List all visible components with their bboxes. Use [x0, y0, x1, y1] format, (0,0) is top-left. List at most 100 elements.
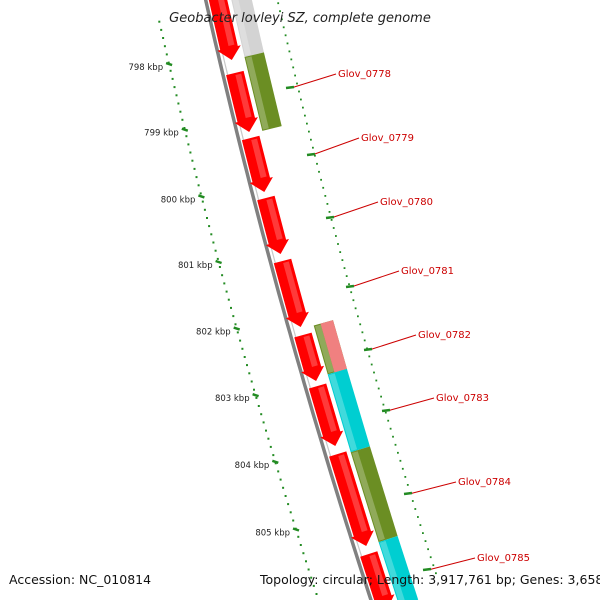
ruler-dot [218, 266, 221, 268]
ruler-dot [225, 290, 228, 293]
feature-block-highlight [232, 0, 251, 56]
feature-block-highlight [379, 540, 405, 600]
ruler-tick-label: 802 kbp [196, 328, 231, 338]
guide-dot [429, 556, 432, 559]
guide-dot [377, 387, 380, 390]
guide-dot [286, 42, 289, 45]
guide-dot [320, 178, 322, 181]
feature-grey-block [231, 0, 264, 57]
cds-arrow-highlight [303, 335, 318, 367]
guide-dot [417, 516, 419, 518]
gene-position-tick [422, 567, 432, 572]
ruler-dot [193, 167, 196, 170]
guide-dot [277, 2, 280, 5]
gene-label: Glov_0782 [418, 330, 471, 341]
ruler-dot [241, 347, 244, 350]
gene-label: Glov_0785 [477, 553, 530, 564]
guide-dot [380, 395, 382, 398]
ruler-dot [284, 495, 287, 497]
guide-dot [322, 186, 325, 189]
gene-position-tick [325, 215, 335, 220]
guide-dot [427, 548, 429, 551]
guide-dot [296, 82, 298, 85]
guide-dot [341, 259, 344, 261]
ruler-dot [250, 380, 253, 383]
guide-dot [350, 291, 353, 294]
cds-arrow-highlight [369, 554, 388, 596]
guide-dot [324, 195, 327, 197]
feature-block-highlight [245, 56, 269, 130]
ruler-tick-label: 800 kbp [161, 195, 196, 205]
guide-dot [314, 154, 316, 157]
feature-cyan-block [378, 536, 419, 600]
guide-dot [290, 58, 293, 61]
guide-dot [348, 283, 350, 286]
cds-arrow-highlight [338, 454, 368, 532]
ruler-dot [167, 61, 170, 64]
guide-dot [387, 419, 390, 422]
ruler-dot [315, 593, 318, 595]
ruler-tick [271, 459, 279, 464]
gene-leader-line [427, 557, 476, 571]
gene-label: Glov_0784 [458, 477, 511, 488]
ruler-dot [223, 282, 226, 285]
ruler-tick-label: 803 kbp [215, 394, 250, 404]
guide-dot [394, 443, 397, 446]
ruler-dot [299, 544, 302, 546]
ruler-dot [302, 552, 305, 555]
gene-position-tick [345, 284, 355, 289]
ruler-dot [234, 323, 237, 326]
ruler-dot [201, 200, 204, 203]
ruler-dot [265, 429, 267, 432]
ruler-dot [208, 225, 211, 228]
guide-dot [435, 572, 437, 575]
feature-track [231, 0, 419, 600]
ruler-dot [230, 306, 232, 309]
ruler-dot [158, 20, 161, 23]
guide-dot [332, 227, 335, 229]
backbone-line [203, 0, 373, 600]
ruler-dot [260, 413, 263, 416]
guide-dot [330, 219, 333, 221]
ruler: 798 kbp 799 kbp 800 kbp 801 kbp 802 kbp 803 k… [128, 2, 437, 595]
guide-dot [282, 26, 285, 29]
cds-arrow-highlight [235, 73, 252, 118]
guide-dot [361, 331, 364, 334]
ruler-dot [160, 28, 163, 31]
ruler-dot [169, 69, 172, 72]
ruler-dot [206, 217, 208, 219]
ruler-tick-label: 804 kbp [235, 461, 270, 471]
guide-dot [310, 138, 312, 141]
gene-label: Glov_0783 [436, 393, 489, 404]
guide-dot [370, 363, 373, 366]
cds-arrow [208, 0, 241, 60]
guide-dot [354, 307, 357, 310]
guide-dot [422, 532, 424, 534]
cds-arrow-highlight [318, 386, 337, 432]
ruler-dot [195, 176, 198, 179]
ruler-dot [239, 339, 242, 342]
guide-dot [404, 476, 407, 478]
feature-block-highlight [352, 451, 385, 541]
ruler-tick [165, 61, 173, 67]
guide-dot [382, 403, 385, 406]
guide-dot [292, 66, 295, 69]
ruler-dot [287, 503, 290, 506]
ruler-dot [187, 143, 190, 146]
guide-dot [335, 235, 337, 237]
ruler-tick-label: 801 kbp [178, 261, 213, 271]
ruler-dot [289, 511, 292, 514]
feature-block-highlight [315, 324, 335, 374]
ruler-dot [181, 118, 184, 121]
guide-dot [308, 130, 310, 133]
ruler-dot [203, 208, 206, 211]
guide-dot [392, 435, 394, 438]
guide-dot [414, 508, 417, 510]
ruler-dot [185, 135, 188, 138]
gene-leader-line [368, 334, 417, 351]
ruler-dot [189, 151, 192, 154]
ruler-dot [197, 184, 200, 187]
guide-dot [399, 459, 402, 462]
ruler-dot [257, 405, 260, 407]
